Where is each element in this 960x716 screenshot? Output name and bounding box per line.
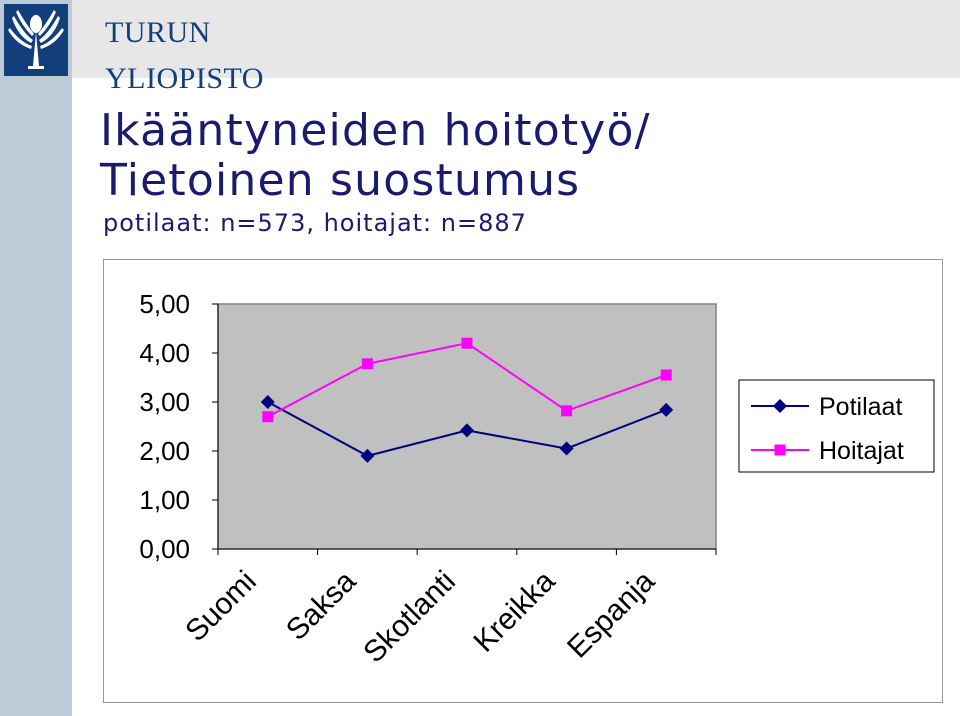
- slide-title-line2: Tietoinen suostumus: [100, 155, 581, 206]
- y-tick-label: 2,00: [139, 436, 190, 466]
- data-point-hoitajat: [660, 369, 672, 381]
- legend-label-hoitajat: Hoitajat: [819, 437, 904, 465]
- y-tick-label: 1,00: [139, 485, 190, 515]
- university-name-line2: YLIOPISTO: [105, 62, 264, 95]
- side-bar: [0, 0, 72, 716]
- data-point-hoitajat: [561, 405, 573, 417]
- data-point-potilaat: [659, 402, 674, 417]
- data-point-hoitajat: [461, 337, 473, 349]
- header-band: [72, 0, 960, 78]
- legend-box: [738, 379, 935, 473]
- y-tick-label: 5,00: [139, 289, 190, 319]
- legend-marker-hoitajat: [774, 444, 786, 456]
- x-tick-label: Espanja: [561, 564, 661, 664]
- legend-marker-potilaat: [773, 399, 787, 413]
- slide-title-line1: Ikääntyneiden hoitotyö/: [100, 105, 651, 156]
- x-tick-label: Skotlanti: [357, 565, 462, 670]
- x-tick-label: Kreikka: [467, 564, 561, 658]
- data-point-potilaat: [460, 423, 474, 438]
- slide-subtitle: potilaat: n=573, hoitajat: n=887: [103, 209, 527, 237]
- y-tick-label: 0,00: [139, 534, 190, 564]
- data-point-potilaat: [559, 441, 574, 456]
- legend-label-potilaat: Potilaat: [819, 393, 902, 421]
- y-tick-label: 4,00: [139, 338, 190, 368]
- university-name-line1: TURUN: [105, 16, 211, 49]
- data-point-potilaat: [260, 395, 275, 409]
- slide-title: Ikääntyneiden hoitotyö/ Tietoinen suostu…: [100, 106, 651, 206]
- y-tick-label: 3,00: [139, 387, 190, 417]
- data-point-hoitajat: [262, 411, 274, 423]
- university-logo: [4, 4, 68, 76]
- logo-emblem-icon: [8, 10, 64, 69]
- data-point-hoitajat: [361, 358, 373, 370]
- data-point-potilaat: [360, 448, 375, 463]
- x-tick-label: Saksa: [280, 564, 363, 647]
- x-tick-label: Suomi: [179, 565, 262, 648]
